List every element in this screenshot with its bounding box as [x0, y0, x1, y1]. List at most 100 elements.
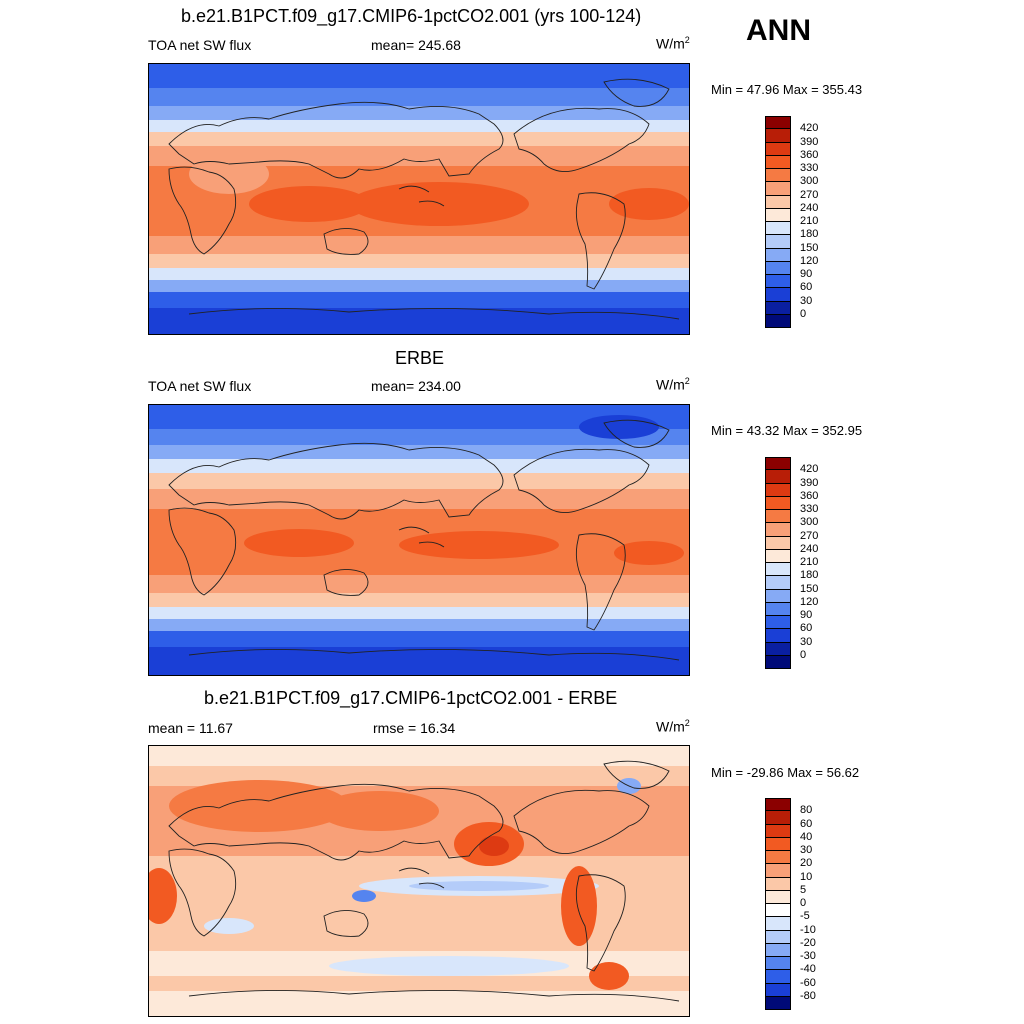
colorbar-swatch — [765, 811, 791, 825]
colorbar-tick-label: 270 — [800, 188, 819, 201]
panel2-map — [148, 404, 690, 676]
panel3-map — [148, 745, 690, 1017]
colorbar-tick-label: 60 — [800, 622, 813, 635]
colorbar-swatch — [765, 917, 791, 931]
panel1-minmax: Min = 47.96 Max = 355.43 — [711, 82, 863, 97]
colorbar-tick-label: -80 — [800, 989, 816, 1002]
colorbar-swatch — [765, 523, 791, 537]
colorbar-swatch — [765, 851, 791, 865]
colorbar-tick-label: 270 — [800, 529, 819, 542]
colorbar-tick-label: 420 — [800, 463, 819, 476]
colorbar-tick-label: 360 — [800, 489, 819, 502]
panel1-field-label: TOA net SW flux — [148, 37, 252, 53]
colorbar-tick-label: 0 — [800, 897, 807, 909]
colorbar-tick-label: 120 — [800, 254, 819, 267]
colorbar-swatch — [765, 642, 791, 656]
colorbar-swatch — [765, 208, 791, 222]
colorbar-tick-label: -40 — [800, 963, 816, 976]
colorbar-swatch — [765, 563, 791, 577]
colorbar-swatch — [765, 261, 791, 275]
colorbar-swatch — [765, 457, 791, 471]
colorbar-swatch — [765, 182, 791, 196]
colorbar-tick-label: 150 — [800, 582, 819, 595]
panel2-minmax: Min = 43.32 Max = 352.95 — [711, 423, 863, 438]
colorbar-tick-label: 60 — [800, 281, 813, 294]
panel2-colorbar — [765, 457, 791, 669]
colorbar-tick-label: 390 — [800, 135, 819, 148]
colorbar-tick-label: 360 — [800, 148, 819, 161]
colorbar-swatch — [765, 930, 791, 944]
panel2-mean: mean= 234.00 — [371, 378, 461, 394]
colorbar-tick-label: 80 — [800, 804, 813, 817]
colorbar-swatch — [765, 142, 791, 156]
panel2-title: ERBE — [395, 348, 445, 368]
colorbar-tick-label: -60 — [800, 976, 816, 989]
colorbar-tick-label: 30 — [800, 294, 813, 307]
colorbar-swatch — [765, 496, 791, 510]
colorbar-swatch — [765, 970, 791, 984]
colorbar-swatch — [765, 616, 791, 630]
colorbar-swatch — [765, 602, 791, 616]
panel2-map-field — [149, 405, 689, 675]
season-label: ANN — [746, 14, 811, 47]
colorbar-swatch — [765, 275, 791, 289]
colorbar-swatch — [765, 890, 791, 904]
colorbar-swatch — [765, 129, 791, 143]
panel1-mean: mean= 245.68 — [371, 37, 461, 53]
colorbar-swatch — [765, 904, 791, 918]
colorbar-swatch — [765, 222, 791, 236]
colorbar-swatch — [765, 957, 791, 971]
colorbar-tick-label: 90 — [800, 609, 813, 621]
colorbar-tick-label: 60 — [800, 817, 813, 830]
panel1-units: W/m2 — [656, 35, 690, 52]
colorbar-swatch — [765, 301, 791, 315]
panel2-units: W/m2 — [656, 376, 690, 393]
colorbar-swatch — [765, 629, 791, 643]
colorbar-tick-label: 180 — [800, 228, 819, 241]
panel3-minmax: Min = -29.86 Max = 56.62 — [711, 765, 860, 780]
colorbar-swatch — [765, 943, 791, 957]
colorbar-swatch — [765, 195, 791, 209]
panel1-map — [148, 63, 690, 335]
colorbar-tick-label: 420 — [800, 122, 819, 135]
colorbar-tick-label: 30 — [800, 635, 813, 648]
colorbar-tick-label: 210 — [800, 556, 819, 568]
colorbar-swatch — [765, 824, 791, 838]
colorbar-swatch — [765, 235, 791, 249]
colorbar-tick-label: -10 — [800, 923, 816, 936]
colorbar-tick-label: -30 — [800, 950, 816, 962]
colorbar-tick-label: 5 — [800, 883, 807, 896]
colorbar-swatch — [765, 589, 791, 603]
colorbar-swatch — [765, 837, 791, 851]
colorbar-tick-label: 90 — [800, 268, 813, 280]
colorbar-tick-label: 240 — [800, 201, 819, 214]
colorbar-swatch — [765, 155, 791, 169]
colorbar-tick-label: 0 — [800, 648, 807, 661]
colorbar-swatch — [765, 877, 791, 891]
colorbar-swatch — [765, 470, 791, 484]
panel3-title: b.e21.B1PCT.f09_g17.CMIP6-1pctCO2.001 - … — [204, 688, 618, 708]
colorbar-tick-label: 300 — [800, 516, 819, 529]
colorbar-tick-label: -20 — [800, 936, 816, 949]
panel3-mean: mean = 11.67 — [148, 720, 233, 736]
colorbar-tick-label: 180 — [800, 569, 819, 582]
colorbar-tick-label: 40 — [800, 830, 813, 843]
colorbar-tick-label: 0 — [800, 307, 807, 320]
panel1-colorbar — [765, 116, 791, 328]
colorbar-swatch — [765, 576, 791, 590]
colorbar-tick-label: 210 — [800, 215, 819, 227]
colorbar-swatch — [765, 549, 791, 563]
panel3-rmse: rmse = 16.34 — [373, 720, 456, 736]
colorbar-swatch — [765, 510, 791, 524]
colorbar-tick-label: 10 — [800, 870, 813, 883]
panel3-map-field — [149, 746, 689, 1016]
colorbar-swatch — [765, 798, 791, 812]
colorbar-tick-label: 150 — [800, 241, 819, 254]
colorbar-swatch — [765, 314, 791, 328]
panel3-units: W/m2 — [656, 718, 690, 735]
colorbar-swatch — [765, 169, 791, 183]
colorbar-swatch — [765, 864, 791, 878]
colorbar-tick-label: 330 — [800, 162, 819, 174]
colorbar-swatch — [765, 983, 791, 997]
colorbar-swatch — [765, 536, 791, 550]
